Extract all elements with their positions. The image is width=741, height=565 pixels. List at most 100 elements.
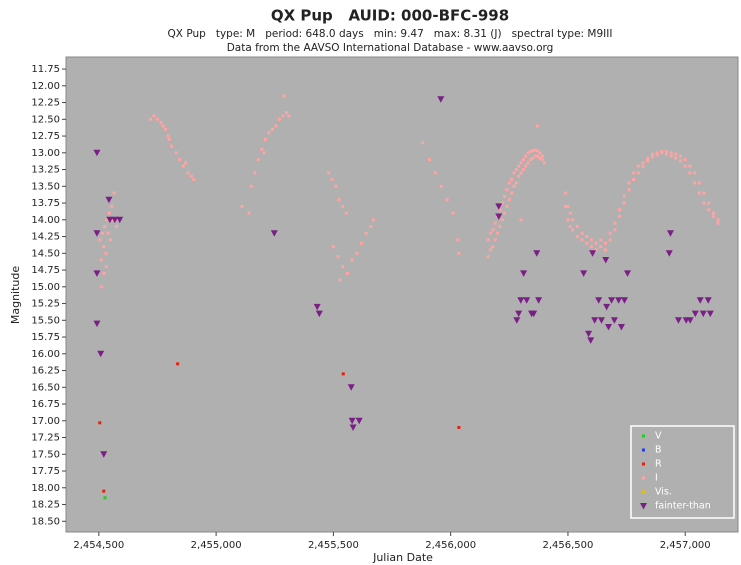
data-point: [702, 191, 706, 195]
fainter-than-marker: [615, 297, 623, 304]
data-point: [618, 214, 622, 218]
data-point: [510, 178, 514, 182]
data-point: [192, 178, 196, 182]
data-point: [360, 241, 364, 245]
data-point: [355, 251, 359, 255]
data-point: [519, 161, 523, 165]
y-tick-label: 16.25: [31, 366, 60, 377]
data-point: [608, 238, 612, 242]
data-point: [445, 198, 449, 202]
data-point: [336, 255, 340, 259]
data-point: [498, 224, 502, 228]
data-point: [526, 161, 530, 165]
data-point: [571, 228, 575, 232]
data-point: [106, 231, 110, 235]
data-point: [253, 171, 257, 175]
data-point: [491, 245, 495, 249]
data-point: [711, 211, 715, 215]
fainter-than-marker: [111, 216, 119, 224]
data-point: [277, 117, 281, 121]
data-point: [535, 154, 539, 158]
y-tick-label: 15.75: [31, 332, 60, 343]
data-point: [650, 155, 654, 159]
fainter-than-marker: [495, 203, 503, 210]
data-point: [636, 171, 640, 175]
data-point: [655, 153, 659, 157]
plot-area: [65, 56, 739, 533]
data-point: [517, 174, 521, 178]
fainter-than-marker: [674, 317, 682, 324]
data-point: [428, 158, 432, 162]
fainter-than-marker: [313, 303, 321, 311]
data-point: [599, 245, 603, 249]
data-point: [632, 171, 636, 175]
y-tick-label: 17.50: [31, 449, 60, 460]
data-point: [542, 161, 546, 165]
fainter-than-marker: [605, 323, 613, 331]
fainter-than-marker: [686, 317, 694, 324]
data-point: [568, 224, 572, 228]
x-tick-label: 2,454,500: [73, 540, 124, 551]
y-tick-label: 13.50: [31, 181, 60, 192]
data-point: [589, 245, 593, 249]
y-tick-label: 11.75: [31, 64, 60, 75]
data-point: [627, 188, 631, 192]
data-point: [538, 156, 542, 160]
data-point: [337, 198, 341, 202]
data-point: [599, 238, 603, 242]
data-point: [105, 218, 109, 222]
data-point: [489, 231, 493, 235]
data-point: [512, 171, 516, 175]
data-point: [500, 201, 504, 205]
data-point: [594, 241, 598, 245]
data-point: [181, 164, 185, 168]
data-point: [521, 158, 525, 162]
legend-marker: [642, 490, 645, 494]
data-point: [152, 114, 156, 118]
data-point: [102, 489, 106, 493]
x-tick-label: 2,456,000: [425, 540, 476, 551]
data-point: [249, 184, 253, 188]
data-point: [262, 151, 266, 155]
data-point: [564, 191, 568, 195]
fainter-than-marker: [580, 270, 588, 277]
y-axis-label: Magnitude: [9, 266, 22, 325]
fainter-than-marker: [520, 270, 528, 277]
data-point: [103, 224, 107, 228]
data-point: [287, 114, 291, 118]
fainter-than-marker: [699, 310, 707, 318]
data-point: [528, 149, 532, 153]
fainter-than-marker: [116, 216, 124, 224]
data-point: [519, 218, 523, 222]
data-point: [189, 174, 193, 178]
data-point: [618, 208, 622, 212]
data-point: [371, 218, 375, 222]
data-point: [524, 164, 528, 168]
fainter-than-marker: [355, 417, 363, 425]
data-point: [240, 204, 244, 208]
y-tick-label: 12.50: [31, 114, 60, 125]
fainter-than-marker: [105, 196, 113, 204]
data-point: [166, 134, 170, 138]
data-point: [110, 204, 114, 208]
data-point: [174, 151, 178, 155]
data-point: [688, 171, 692, 175]
data-point: [531, 156, 535, 160]
data-point: [486, 255, 490, 259]
data-point: [369, 224, 373, 228]
data-point: [503, 211, 507, 215]
data-point: [580, 238, 584, 242]
fainter-than-marker: [513, 317, 521, 324]
data-point: [711, 214, 715, 218]
y-tick-label: 14.50: [31, 248, 60, 259]
data-point: [669, 154, 673, 158]
data-point: [693, 171, 697, 175]
y-tick-label: 17.00: [31, 416, 60, 427]
data-point: [693, 181, 697, 185]
data-point: [517, 164, 521, 168]
y-tick-label: 12.75: [31, 131, 60, 142]
data-point: [109, 238, 113, 242]
data-point: [514, 168, 518, 172]
data-point: [98, 238, 102, 242]
